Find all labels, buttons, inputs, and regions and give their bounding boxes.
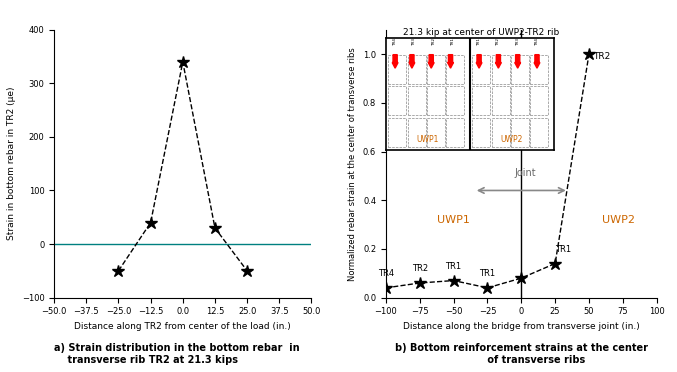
Y-axis label: Normalized rebar strain at the center of transverse ribs: Normalized rebar strain at the center of… <box>349 47 357 280</box>
Text: TR2: TR2 <box>412 264 428 273</box>
Text: TR1: TR1 <box>445 262 462 271</box>
Text: TR4: TR4 <box>378 269 394 278</box>
X-axis label: Distance along the bridge from transverse joint (in.): Distance along the bridge from transvers… <box>403 322 640 331</box>
Text: 21.3 kip at center of UWP2-TR2 rib: 21.3 kip at center of UWP2-TR2 rib <box>403 28 559 37</box>
Text: Joint: Joint <box>515 168 536 178</box>
X-axis label: Distance along TR2 from center of the load (in.): Distance along TR2 from center of the lo… <box>74 322 291 331</box>
Text: UWP1: UWP1 <box>437 215 470 225</box>
Text: a) Strain distribution in the bottom rebar  in
    transverse rib TR2 at 21.3 ki: a) Strain distribution in the bottom reb… <box>54 343 300 365</box>
Text: UWP2: UWP2 <box>603 215 635 225</box>
Text: TR1: TR1 <box>479 269 496 278</box>
Text: TR2: TR2 <box>593 52 610 61</box>
Text: b) Bottom reinforcement strains at the center
         of transverse ribs: b) Bottom reinforcement strains at the c… <box>395 343 648 365</box>
Text: TR1: TR1 <box>555 245 571 254</box>
Y-axis label: Strain in bottom rebar in TR2 (μe): Strain in bottom rebar in TR2 (μe) <box>7 87 16 240</box>
